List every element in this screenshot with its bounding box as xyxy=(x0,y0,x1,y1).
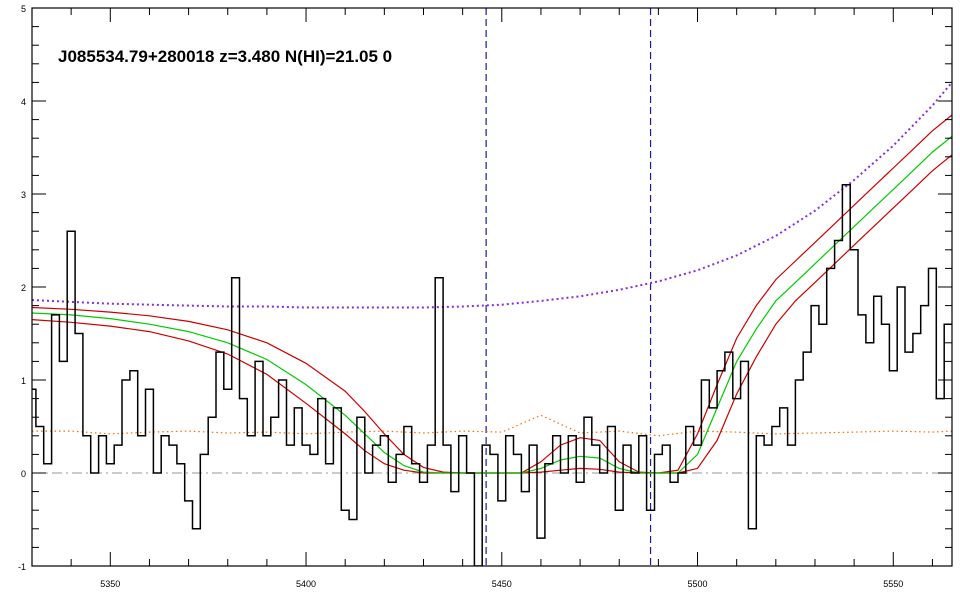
y-tick-label: 1 xyxy=(21,376,26,386)
x-tick-label: 5500 xyxy=(688,579,708,589)
chart-title: J085534.79+280018 z=3.480 N(HI)=21.05 0 xyxy=(58,47,392,66)
plot-lines-layer xyxy=(32,8,952,566)
y-tick-label: 4 xyxy=(21,97,26,107)
flux-histogram-line xyxy=(32,183,952,566)
plot-frame xyxy=(31,7,953,567)
x-tick-label: 5450 xyxy=(492,579,512,589)
y-tick-label: 5 xyxy=(21,4,26,14)
model-lower-bound-line xyxy=(32,154,952,474)
series-group xyxy=(32,81,952,566)
model-fit-line xyxy=(32,135,952,474)
y-tick-label: 2 xyxy=(21,283,26,293)
x-tick-label: 5400 xyxy=(296,579,316,589)
x-tick-label: 5350 xyxy=(100,579,120,589)
model-upper-bound-line xyxy=(32,114,952,474)
error-series-line xyxy=(32,414,952,437)
axes-layer: -1 0 1 2 3 4 5 5350 5400 5450 5500 5550 xyxy=(18,4,953,589)
continuum-series-line xyxy=(32,81,952,309)
y-tick-label: -1 xyxy=(18,562,26,572)
y-tick-label: 3 xyxy=(21,190,26,200)
y-tick-label: 0 xyxy=(21,469,26,479)
x-tick-label: 5550 xyxy=(883,579,903,589)
